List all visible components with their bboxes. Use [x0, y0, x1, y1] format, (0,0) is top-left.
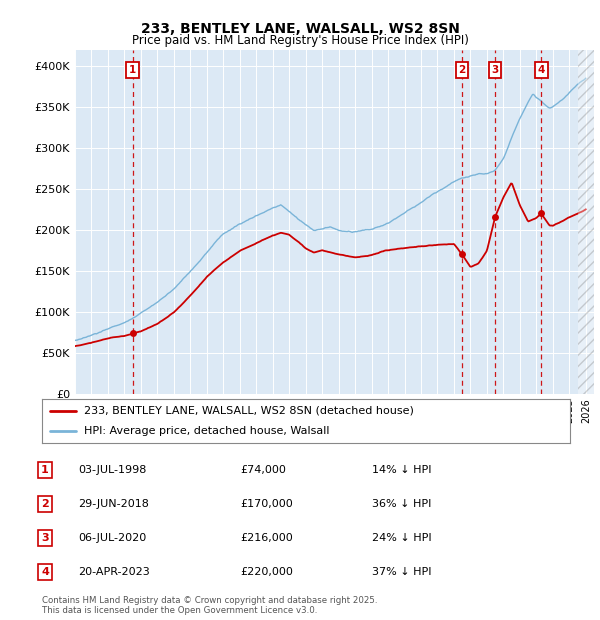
Text: 03-JUL-1998: 03-JUL-1998	[78, 465, 146, 475]
Text: Contains HM Land Registry data © Crown copyright and database right 2025.
This d: Contains HM Land Registry data © Crown c…	[42, 596, 377, 615]
Text: 1: 1	[129, 65, 136, 75]
Text: 37% ↓ HPI: 37% ↓ HPI	[372, 567, 431, 577]
Text: 2: 2	[458, 65, 466, 75]
Text: 3: 3	[491, 65, 499, 75]
Text: £216,000: £216,000	[240, 533, 293, 543]
Text: 233, BENTLEY LANE, WALSALL, WS2 8SN (detached house): 233, BENTLEY LANE, WALSALL, WS2 8SN (det…	[84, 405, 414, 416]
Text: 4: 4	[538, 65, 545, 75]
Text: 06-JUL-2020: 06-JUL-2020	[78, 533, 146, 543]
Text: 20-APR-2023: 20-APR-2023	[78, 567, 150, 577]
Polygon shape	[578, 50, 594, 394]
Text: HPI: Average price, detached house, Walsall: HPI: Average price, detached house, Wals…	[84, 426, 330, 436]
Text: Price paid vs. HM Land Registry's House Price Index (HPI): Price paid vs. HM Land Registry's House …	[131, 34, 469, 47]
Text: £74,000: £74,000	[240, 465, 286, 475]
Text: 36% ↓ HPI: 36% ↓ HPI	[372, 499, 431, 509]
Text: 29-JUN-2018: 29-JUN-2018	[78, 499, 149, 509]
Text: £220,000: £220,000	[240, 567, 293, 577]
Text: 4: 4	[41, 567, 49, 577]
Text: 24% ↓ HPI: 24% ↓ HPI	[372, 533, 431, 543]
Text: 233, BENTLEY LANE, WALSALL, WS2 8SN: 233, BENTLEY LANE, WALSALL, WS2 8SN	[140, 22, 460, 36]
Text: 3: 3	[41, 533, 49, 543]
Text: 1: 1	[41, 465, 49, 475]
Text: 14% ↓ HPI: 14% ↓ HPI	[372, 465, 431, 475]
Text: 2: 2	[41, 499, 49, 509]
Text: £170,000: £170,000	[240, 499, 293, 509]
